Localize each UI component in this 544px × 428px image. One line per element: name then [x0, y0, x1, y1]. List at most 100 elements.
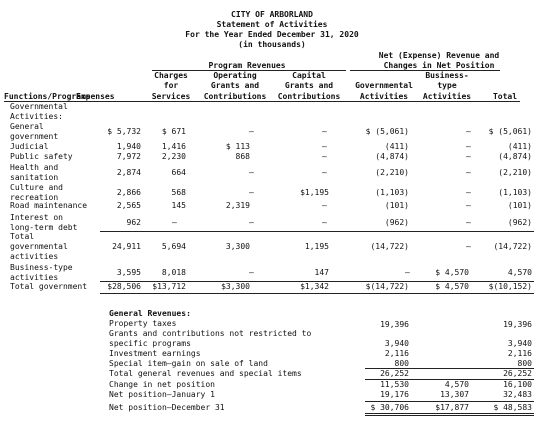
value-chg: 8,018 [161, 268, 186, 277]
value-gov: (962) [384, 218, 409, 227]
general-bus-value: 4,570 [444, 380, 469, 389]
col-expenses: Expenses [76, 92, 115, 101]
general-gov-value: 800 [394, 359, 409, 368]
value-tot: $(10,152) [488, 282, 532, 291]
value-cap: $1,342 [300, 282, 329, 291]
col-charges-l2: for [163, 81, 179, 90]
col-bus-l1: Business- [425, 71, 469, 80]
value-op: 868 [235, 152, 250, 161]
city-name: CITY OF ARBORLAND [231, 10, 313, 19]
row-label: activities [10, 252, 59, 261]
subtotal-rule [100, 231, 534, 232]
value-tot: (411) [507, 142, 532, 151]
col-bus-l2: type [437, 81, 457, 90]
col-gov-l2: Activities [359, 92, 409, 101]
dash-cap: — [322, 127, 327, 136]
value-gov: (14,722) [370, 242, 409, 251]
general-item-label: Total general revenues and special items [109, 369, 302, 378]
value-cap: 1,195 [304, 242, 329, 251]
value-chg: 1,416 [161, 142, 186, 151]
value-exp: 24,911 [112, 242, 141, 251]
general-item-label: Grants and contributions not restricted … [109, 329, 312, 338]
col-total: Total [492, 92, 518, 101]
dash-op: — [249, 268, 254, 277]
col-functions: Functions/Programs [4, 92, 91, 101]
general-total-value: 26,252 [503, 369, 532, 378]
value-tot: (101) [507, 201, 532, 210]
net-position-rule [365, 401, 534, 402]
dash-bus: — [466, 127, 471, 136]
net-header-rule [350, 70, 500, 71]
general-item-label: Net position—January 1 [109, 390, 215, 399]
dash-op: — [249, 188, 254, 197]
row-label: governmental [10, 242, 68, 251]
col-capital-l2: Grants and [284, 81, 334, 90]
value-exp: 3,595 [116, 268, 141, 277]
general-total-value: 19,396 [503, 320, 532, 329]
dash-cap: — [322, 152, 327, 161]
section-gov-l1: Governmental [10, 102, 68, 111]
dash-bus: — [466, 142, 471, 151]
total-government-bottom-rule [100, 293, 534, 294]
general-item-label: specific programs [109, 339, 191, 348]
general-gov-value: 11,530 [380, 380, 409, 389]
general-gov-value: 26,252 [380, 369, 409, 378]
net-header-line2: Changes in Net Position [383, 61, 495, 70]
section-gov-l2: Activities: [10, 112, 63, 121]
general-gov-value: 19,396 [380, 320, 409, 329]
value-chg: 568 [171, 188, 186, 197]
col-charges-l1: Charges [154, 71, 188, 80]
dash-chg: — [172, 218, 177, 227]
col-capital-l3: Contributions [277, 92, 341, 101]
general-total-rule [365, 379, 534, 380]
value-gov: (2,210) [375, 168, 409, 177]
statement-title: Statement of Activities [216, 20, 328, 29]
value-tot: $ (5,061) [488, 127, 532, 136]
dash-cap: — [322, 201, 327, 210]
value-op: 2,319 [225, 201, 250, 210]
col-charges-l3: Services [151, 92, 191, 101]
general-item-label: Property taxes [109, 319, 177, 328]
value-exp: $28,506 [107, 282, 141, 291]
general-item-label: Investment earnings [109, 349, 201, 358]
dash-cap: — [322, 168, 327, 177]
value-cap: $1,195 [300, 188, 329, 197]
dash-bus: — [466, 152, 471, 161]
value-chg: $13,712 [152, 282, 186, 291]
net-header-line1: Net (Expense) Revenue and [378, 51, 500, 60]
general-total-value: 16,100 [503, 380, 532, 389]
row-label: Total [10, 232, 35, 241]
row-label: long-term debt [10, 223, 78, 232]
row-label: General [10, 122, 44, 131]
general-bus-value: 13,307 [440, 390, 469, 399]
value-exp: 7,972 [116, 152, 141, 161]
dash-cap: — [322, 218, 327, 227]
program-revenues-rule [152, 70, 346, 71]
net-position-double-rule-1 [365, 413, 534, 414]
dash-gov: — [405, 268, 410, 277]
period-line: For the Year Ended December 31, 2020 [185, 30, 359, 39]
value-tot: (4,874) [498, 152, 532, 161]
value-tot: (2,210) [498, 168, 532, 177]
dash-bus: — [466, 218, 471, 227]
value-chg: 145 [171, 201, 186, 210]
row-label: activities [10, 273, 59, 282]
value-gov: $ (5,061) [365, 127, 409, 136]
row-label: Judicial [10, 142, 49, 151]
general-subtotal-rule [365, 368, 534, 369]
value-cap: 147 [314, 268, 329, 277]
row-label: Interest on [10, 213, 63, 222]
value-chg: 5,694 [161, 242, 186, 251]
general-gov-value: 3,940 [384, 339, 409, 348]
dash-bus: — [466, 201, 471, 210]
row-label: Road maintenance [10, 201, 88, 210]
general-total-value: 2,116 [507, 349, 532, 358]
value-chg: $ 671 [161, 127, 186, 136]
dash-op: — [249, 127, 254, 136]
dash-cap: — [322, 142, 327, 151]
value-gov: (4,874) [375, 152, 409, 161]
dash-bus: — [466, 188, 471, 197]
value-exp: 2,565 [116, 201, 141, 210]
value-chg: 2,230 [161, 152, 186, 161]
value-chg: 664 [171, 168, 186, 177]
